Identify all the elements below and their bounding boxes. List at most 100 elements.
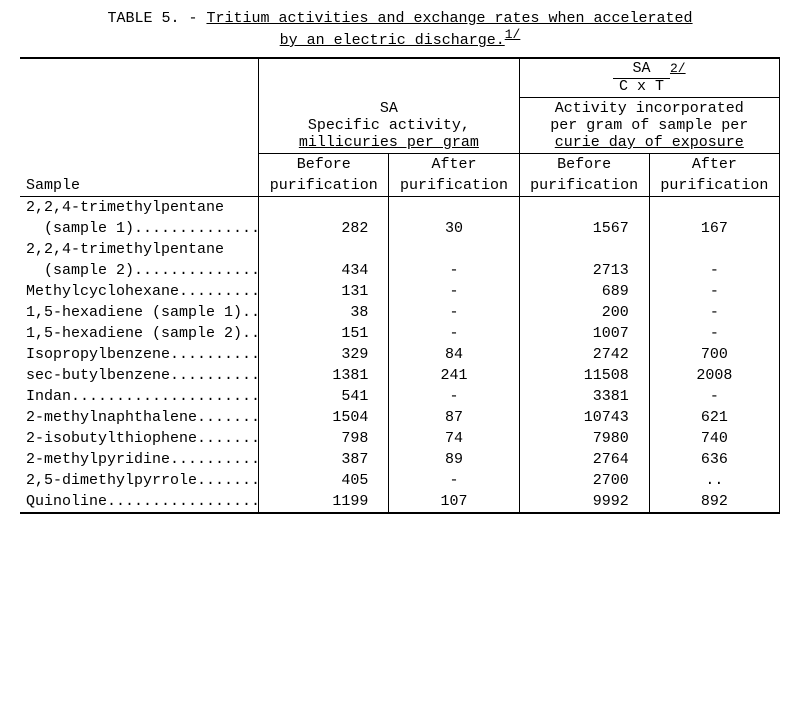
caption-footnote-1: 1/ <box>505 27 521 42</box>
hdr-sa-after-top: After <box>389 154 519 176</box>
cell-ai-before: 3381 <box>519 386 649 407</box>
cell-ai-before: 2764 <box>519 449 649 470</box>
formula-numerator: SA <box>613 61 670 79</box>
table-row: 2,5-dimethylpyrrole.......405-2700.. <box>20 470 780 491</box>
hdr-sa-group: SA Specific activity, millicuries per gr… <box>259 98 519 154</box>
hdr-sa-after-bot: purification <box>389 175 519 197</box>
table-row: Isopropylbenzene..........329842742700 <box>20 344 780 365</box>
caption-prefix: TABLE 5. - <box>107 10 206 27</box>
tritium-table: Sample SA C x T 2/ SA Specific activity,… <box>20 57 780 514</box>
cell-sa-after: - <box>389 281 519 302</box>
table-row: 2-methylpyridine..........387892764636 <box>20 449 780 470</box>
cell-ai-after: .. <box>649 470 779 491</box>
cell-ai-after: - <box>649 281 779 302</box>
cell-ai-after: 636 <box>649 449 779 470</box>
table-row: Indan.....................541-3381- <box>20 386 780 407</box>
table-row: 2,2,4-trimethylpentane <box>20 197 780 219</box>
cell-ai-before <box>519 197 649 219</box>
cell-sa-before: 541 <box>259 386 389 407</box>
table-row: 2,2,4-trimethylpentane <box>20 239 780 260</box>
row-label-cont: (sample 2).............. <box>20 260 259 281</box>
cell-ai-before: 2713 <box>519 260 649 281</box>
cell-ai-after: 740 <box>649 428 779 449</box>
cell-ai-before: 2742 <box>519 344 649 365</box>
cell-sa-after: 84 <box>389 344 519 365</box>
table-row: (sample 1)..............282301567167 <box>20 218 780 239</box>
hdr-act-sub3: curie day of exposure <box>555 134 744 151</box>
caption-line2: by an electric discharge. <box>280 32 505 49</box>
hdr-sa-sub1: Specific activity, <box>308 117 470 134</box>
table-row: 1,5-hexadiene (sample 1)..38-200- <box>20 302 780 323</box>
row-label: 2-methylpyridine.......... <box>20 449 259 470</box>
row-label: 1,5-hexadiene (sample 1).. <box>20 302 259 323</box>
cell-sa-after: 89 <box>389 449 519 470</box>
cell-sa-after: - <box>389 470 519 491</box>
hdr-formula: SA C x T 2/ <box>519 58 779 98</box>
row-label: Isopropylbenzene.......... <box>20 344 259 365</box>
cell-sa-before: 387 <box>259 449 389 470</box>
cell-sa-before: 38 <box>259 302 389 323</box>
cell-sa-after: 74 <box>389 428 519 449</box>
cell-ai-after: - <box>649 386 779 407</box>
cell-sa-before <box>259 239 389 260</box>
cell-sa-before: 1199 <box>259 491 389 513</box>
hdr-ai-before-top: Before <box>519 154 649 176</box>
row-label: 2,2,4-trimethylpentane <box>20 239 259 260</box>
row-label: 1,5-hexadiene (sample 2).. <box>20 323 259 344</box>
cell-ai-after <box>649 239 779 260</box>
hdr-ai-before-bot: purification <box>519 175 649 197</box>
row-label: Indan..................... <box>20 386 259 407</box>
hdr-ai-after-bot: purification <box>649 175 779 197</box>
formula-footnote-2: 2/ <box>670 61 686 76</box>
cell-sa-before: 1381 <box>259 365 389 386</box>
cell-sa-after <box>389 197 519 219</box>
cell-ai-after: 167 <box>649 218 779 239</box>
cell-ai-before: 689 <box>519 281 649 302</box>
cell-ai-before <box>519 239 649 260</box>
table-row: sec-butylbenzene..........13812411150820… <box>20 365 780 386</box>
cell-sa-before: 1504 <box>259 407 389 428</box>
row-label: Quinoline................. <box>20 491 259 513</box>
cell-ai-after: - <box>649 260 779 281</box>
row-label-cont: (sample 1).............. <box>20 218 259 239</box>
hdr-sa-label: SA <box>380 100 398 117</box>
cell-ai-after <box>649 197 779 219</box>
cell-sa-before: 434 <box>259 260 389 281</box>
table-caption: TABLE 5. - Tritium activities and exchan… <box>20 10 780 49</box>
cell-ai-before: 1567 <box>519 218 649 239</box>
cell-sa-after: - <box>389 323 519 344</box>
cell-sa-after: 30 <box>389 218 519 239</box>
cell-ai-before: 11508 <box>519 365 649 386</box>
row-label: Methylcyclohexane......... <box>20 281 259 302</box>
cell-ai-after: 892 <box>649 491 779 513</box>
cell-sa-before <box>259 197 389 219</box>
cell-ai-after: 700 <box>649 344 779 365</box>
caption-line1: Tritium activities and exchange rates wh… <box>206 10 692 27</box>
hdr-sa-sub2: millicuries per gram <box>299 134 479 151</box>
cell-sa-after: - <box>389 386 519 407</box>
cell-sa-after: 241 <box>389 365 519 386</box>
row-label: 2,5-dimethylpyrrole....... <box>20 470 259 491</box>
hdr-sa-spacer <box>259 58 519 98</box>
row-label: sec-butylbenzene.......... <box>20 365 259 386</box>
cell-ai-before: 1007 <box>519 323 649 344</box>
table-body: 2,2,4-trimethylpentane (sample 1).......… <box>20 197 780 514</box>
table-row: 1,5-hexadiene (sample 2)..151-1007- <box>20 323 780 344</box>
cell-sa-before: 131 <box>259 281 389 302</box>
cell-ai-before: 7980 <box>519 428 649 449</box>
hdr-activity-group: Activity incorporated per gram of sample… <box>519 98 779 154</box>
cell-ai-after: - <box>649 302 779 323</box>
row-label: 2,2,4-trimethylpentane <box>20 197 259 219</box>
hdr-sa-before-bot: purification <box>259 175 389 197</box>
table-row: 2-methylnaphthalene.......15048710743621 <box>20 407 780 428</box>
table-row: Methylcyclohexane.........131-689- <box>20 281 780 302</box>
table-row: 2-isobutylthiophene.......798747980740 <box>20 428 780 449</box>
cell-ai-before: 2700 <box>519 470 649 491</box>
formula-denominator: C x T <box>613 79 670 96</box>
cell-ai-before: 9992 <box>519 491 649 513</box>
row-label: 2-isobutylthiophene....... <box>20 428 259 449</box>
cell-sa-before: 282 <box>259 218 389 239</box>
cell-sa-before: 151 <box>259 323 389 344</box>
table-row: (sample 2)..............434-2713- <box>20 260 780 281</box>
table-row: Quinoline.................11991079992892 <box>20 491 780 513</box>
